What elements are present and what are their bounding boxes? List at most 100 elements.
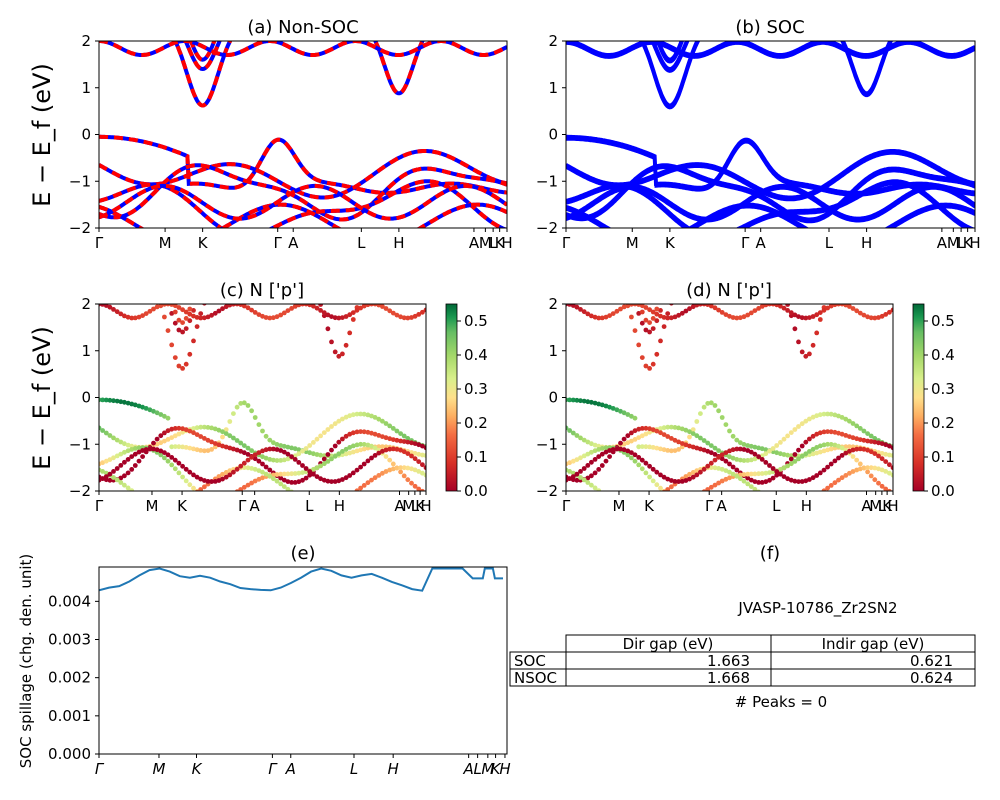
projection-point [854, 283, 859, 288]
projection-point [868, 439, 874, 444]
projection-point [169, 426, 175, 432]
projection-point [176, 431, 182, 437]
panel-c-title: (c) N ['p'] [220, 280, 304, 301]
projection-point [661, 315, 667, 320]
projection-point [111, 469, 116, 474]
projection-point [774, 472, 780, 478]
projection-point [321, 310, 327, 316]
projection-point [252, 310, 258, 315]
projection-point [249, 466, 255, 471]
projection-point [409, 283, 414, 288]
projection-point [274, 472, 280, 477]
projection-point [281, 457, 287, 463]
projection-point [810, 342, 816, 348]
projection-point [639, 433, 645, 439]
projection-point [169, 502, 174, 507]
projection-point [632, 428, 638, 434]
projection-point [340, 315, 345, 320]
projection-point [825, 283, 830, 288]
x-tick-label: K [177, 497, 188, 515]
projection-point [745, 471, 751, 477]
projection-point [581, 309, 587, 315]
projection-point [165, 304, 171, 307]
projection-point [825, 296, 830, 301]
projection-point [811, 278, 816, 283]
projection-point [209, 312, 215, 318]
projection-point [647, 426, 652, 432]
projection-point [191, 308, 196, 313]
projection-point [639, 304, 645, 309]
projection-point [151, 283, 156, 288]
projection-point [861, 437, 867, 443]
projection-point [694, 304, 700, 308]
projection-point [654, 351, 660, 357]
y-tick-label: 2 [548, 32, 558, 50]
projection-point [111, 283, 116, 288]
projection-point [267, 446, 273, 452]
projection-point [231, 435, 236, 441]
projection-point [869, 283, 874, 288]
projection-point [311, 304, 316, 309]
projection-point [361, 461, 367, 467]
projection-point [354, 448, 360, 454]
projection-point [727, 313, 732, 319]
projection-point [303, 469, 309, 475]
projection-point [336, 353, 342, 359]
projection-point [781, 465, 787, 471]
x-tick-label: K [192, 760, 203, 778]
projection-point [778, 283, 783, 288]
projection-point [358, 278, 363, 283]
projection-point [318, 476, 323, 482]
projection-point [593, 278, 598, 283]
projection-point [807, 449, 812, 454]
projection-point [380, 470, 385, 476]
projection-point [144, 283, 149, 288]
projection-point [405, 465, 411, 471]
projection-point [100, 397, 105, 403]
projection-point [603, 445, 609, 451]
projection-point [752, 486, 758, 491]
projection-point [340, 351, 345, 357]
projection-point [785, 452, 790, 458]
projection-point [861, 428, 867, 434]
projection-point [625, 452, 631, 458]
projection-point [336, 451, 342, 457]
projection-point [807, 416, 812, 422]
projection-point [158, 452, 164, 458]
projection-point [234, 447, 240, 453]
projection-point [118, 475, 124, 481]
projection-point [303, 304, 309, 307]
projection-point [669, 315, 674, 321]
projection-point [665, 448, 671, 453]
projection-point [778, 278, 783, 283]
colorbar-tick-label: 0.3 [464, 380, 488, 398]
projection-point [231, 411, 236, 416]
projection-point [673, 495, 678, 500]
band-line [566, 41, 975, 59]
projection-point [202, 478, 207, 483]
projection-point [698, 446, 703, 452]
projection-point [231, 304, 236, 307]
projection-point [343, 314, 349, 319]
projection-point [194, 315, 200, 320]
projection-point [843, 444, 849, 450]
projection-point [209, 479, 215, 484]
projection-point [100, 283, 105, 288]
projection-point [267, 437, 273, 443]
projection-point [564, 283, 569, 288]
projection-point [165, 437, 171, 442]
projection-point [727, 475, 732, 481]
projection-point [209, 439, 215, 445]
colorbar-tick-label: 0.0 [931, 482, 955, 500]
projection-point [759, 453, 765, 459]
projection-point [351, 278, 356, 283]
projection-point [307, 278, 312, 283]
projection-point [727, 448, 732, 454]
projection-point [220, 434, 225, 440]
projection-point [292, 446, 298, 452]
projection-point [622, 278, 627, 283]
projection-point [395, 283, 400, 288]
projection-point [107, 471, 113, 477]
projection-point [271, 446, 276, 452]
projection-point [245, 452, 251, 457]
